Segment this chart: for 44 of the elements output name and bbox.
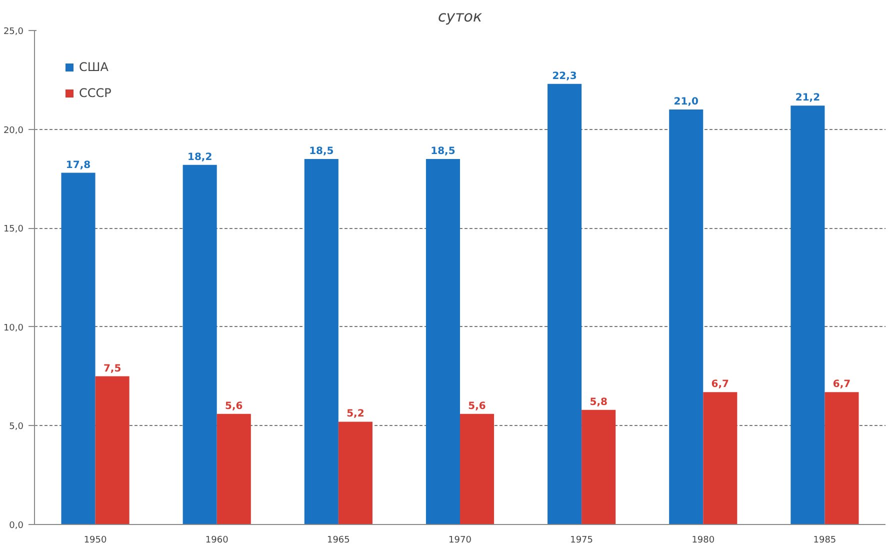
x-tick-label: 1950 [84,536,108,546]
bar [338,422,372,524]
bar [790,106,825,524]
x-tick-label: 1960 [205,536,229,546]
bar [61,172,96,524]
data-label: 7,5 [103,363,122,374]
data-label: 6,7 [711,379,730,390]
bar [182,164,217,524]
x-tick-label: 1975 [570,536,594,546]
data-label: 5,2 [346,408,364,420]
legend-label: СССР [79,86,112,100]
bar [426,158,460,524]
y-tick-label: 0,0 [9,521,24,531]
x-tick-label: 1965 [326,536,350,546]
bar [216,414,251,524]
data-label: 22,3 [552,70,577,82]
chart-title: суток [438,8,482,26]
bar [304,158,338,524]
y-tick-label: 5,0 [9,422,24,432]
y-tick-label: 15,0 [3,224,24,235]
legend-label: США [79,60,108,74]
data-label: 18,2 [188,152,212,163]
data-label: 21,0 [674,96,698,108]
bar [582,410,616,524]
data-label: 21,2 [795,92,820,104]
bar [703,392,738,524]
bar [95,376,130,524]
data-label: 5,8 [590,396,608,408]
x-tick-label: 1970 [448,536,472,546]
x-tick-label: 1980 [692,536,715,546]
x-tick-label: 1985 [813,536,836,546]
data-label: 6,7 [832,379,851,390]
data-label: 5,6 [225,400,243,412]
y-tick-label: 20,0 [3,126,24,136]
y-tick-label: 25,0 [3,27,24,37]
data-label: 18,5 [430,146,456,157]
bar [460,414,494,524]
bar [824,392,859,524]
y-tick-label: 10,0 [3,323,24,334]
data-label: 5,6 [468,400,486,412]
data-label: 18,5 [309,146,334,157]
data-label: 17,8 [66,160,91,171]
bar [548,84,582,524]
bar [669,110,704,524]
